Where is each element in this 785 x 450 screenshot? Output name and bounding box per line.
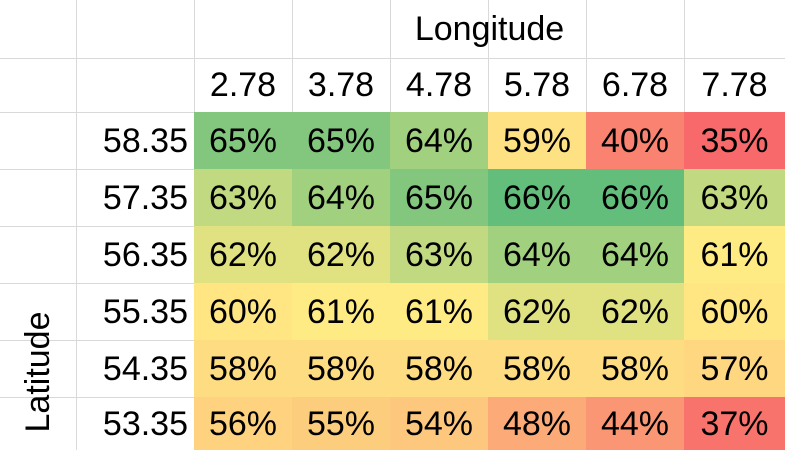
y-tick-label: 54.35 [102, 349, 188, 388]
heatmap-cell: 65% [194, 112, 292, 169]
heatmap-cell: 61% [292, 283, 390, 340]
x-tick-label: 2.78 [209, 66, 277, 104]
heatmap-cell: 58% [194, 340, 292, 397]
heatmap-cell: 40% [586, 112, 684, 169]
heatmap-cell: 60% [684, 283, 785, 340]
grid-line-vertical [76, 0, 77, 450]
x-tick-label: 7.78 [701, 66, 768, 104]
grid-line-horizontal [0, 58, 785, 59]
y-tick-label: 56.35 [102, 235, 188, 274]
x-axis-label: Longitude [414, 10, 565, 48]
heatmap-cell: 62% [586, 283, 684, 340]
heatmap-cell: 57% [684, 340, 785, 397]
heatmap-cell: 64% [488, 226, 586, 283]
heatmap-cell: 61% [684, 226, 785, 283]
heatmap-cell: 65% [390, 169, 488, 226]
heatmap-cell: 58% [292, 340, 390, 397]
heatmap-cell: 54% [390, 397, 488, 450]
heatmap-cell: 63% [390, 226, 488, 283]
y-tick-label: 58.35 [102, 121, 188, 160]
heatmap-cell: 64% [390, 112, 488, 169]
y-tick-label: 55.35 [102, 292, 188, 331]
heatmap-cell: 62% [488, 283, 586, 340]
heatmap-cell: 56% [194, 397, 292, 450]
x-tick-label: 5.78 [503, 66, 571, 104]
y-tick-label: 53.35 [102, 404, 188, 443]
heatmap-cell: 66% [488, 169, 586, 226]
x-tick-label: 6.78 [601, 66, 669, 104]
y-tick-label: 57.35 [102, 178, 188, 217]
heatmap-cell: 61% [390, 283, 488, 340]
heatmap-cell: 62% [194, 226, 292, 283]
heatmap-cell: 35% [684, 112, 785, 169]
heatmap-cell: 63% [684, 169, 785, 226]
heatmap-cell: 58% [390, 340, 488, 397]
heatmap-cell: 64% [586, 226, 684, 283]
heatmap-cell: 37% [684, 397, 785, 450]
heatmap-cell: 63% [194, 169, 292, 226]
heatmap-cell: 66% [586, 169, 684, 226]
heatmap-cell: 48% [488, 397, 586, 450]
heatmap-cell: 60% [194, 283, 292, 340]
x-tick-label: 3.78 [307, 66, 375, 104]
y-axis-label: Latitude [19, 311, 57, 433]
heatmap-cell: 58% [488, 340, 586, 397]
heatmap-cell: 62% [292, 226, 390, 283]
heatmap-cell: 58% [586, 340, 684, 397]
heatmap-cell: 64% [292, 169, 390, 226]
heatmap-cell: 65% [292, 112, 390, 169]
x-tick-label: 4.78 [405, 66, 473, 104]
heatmap-cell: 59% [488, 112, 586, 169]
heatmap-cell: 44% [586, 397, 684, 450]
heatmap-cell: 55% [292, 397, 390, 450]
